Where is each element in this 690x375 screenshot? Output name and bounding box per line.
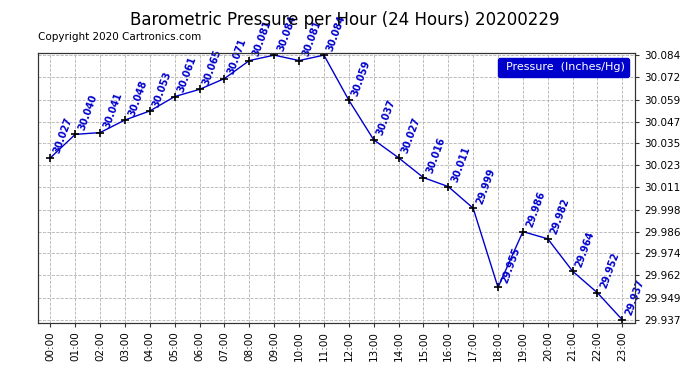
Text: 30.027: 30.027 bbox=[52, 116, 74, 155]
Text: 30.084: 30.084 bbox=[275, 13, 298, 52]
Text: 30.016: 30.016 bbox=[425, 136, 447, 175]
Text: Barometric Pressure per Hour (24 Hours) 20200229: Barometric Pressure per Hour (24 Hours) … bbox=[130, 11, 560, 29]
Text: 30.011: 30.011 bbox=[450, 145, 472, 184]
Text: 30.065: 30.065 bbox=[201, 48, 223, 87]
Text: 30.027: 30.027 bbox=[400, 116, 422, 155]
Text: Copyright 2020 Cartronics.com: Copyright 2020 Cartronics.com bbox=[38, 32, 201, 42]
Text: 29.955: 29.955 bbox=[500, 246, 522, 285]
Text: 29.999: 29.999 bbox=[475, 167, 497, 206]
Text: 29.986: 29.986 bbox=[524, 190, 546, 229]
Text: 30.040: 30.040 bbox=[77, 93, 99, 132]
Text: 29.937: 29.937 bbox=[624, 278, 646, 317]
Text: 29.964: 29.964 bbox=[574, 230, 596, 268]
Text: 30.081: 30.081 bbox=[300, 19, 323, 58]
Text: 30.081: 30.081 bbox=[250, 19, 273, 58]
Text: 30.071: 30.071 bbox=[226, 37, 248, 76]
Text: 30.037: 30.037 bbox=[375, 98, 397, 137]
Text: 30.084: 30.084 bbox=[325, 13, 348, 52]
Legend: Pressure  (Inches/Hg): Pressure (Inches/Hg) bbox=[498, 58, 629, 77]
Text: 29.952: 29.952 bbox=[599, 251, 621, 290]
Text: 30.053: 30.053 bbox=[151, 69, 173, 108]
Text: 30.061: 30.061 bbox=[176, 55, 198, 94]
Text: 30.041: 30.041 bbox=[101, 91, 124, 130]
Text: 29.982: 29.982 bbox=[549, 197, 571, 236]
Text: 30.059: 30.059 bbox=[351, 59, 373, 98]
Text: 30.048: 30.048 bbox=[126, 78, 148, 117]
